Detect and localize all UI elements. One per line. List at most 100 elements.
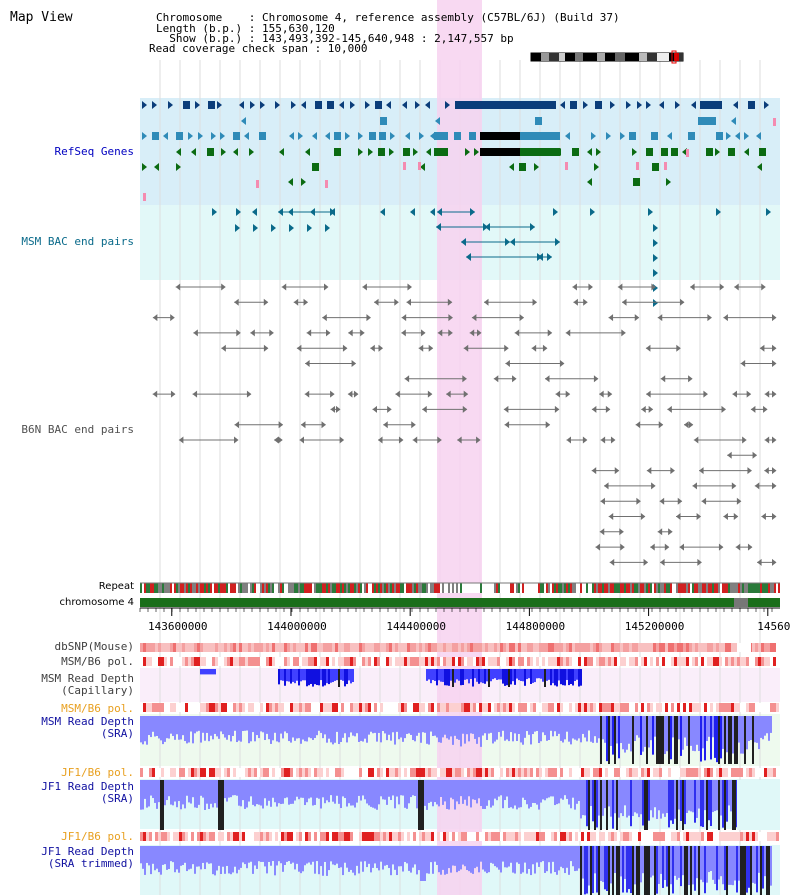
refseq-gene-marker[interactable] bbox=[339, 101, 344, 109]
b6n-bac-end[interactable] bbox=[406, 298, 412, 306]
b6n-bac-end[interactable] bbox=[418, 344, 424, 352]
b6n-bac-end[interactable] bbox=[693, 436, 699, 444]
b6n-bac-end[interactable] bbox=[469, 329, 475, 337]
b6n-bac-end[interactable] bbox=[324, 283, 329, 291]
b6n-bac-end[interactable] bbox=[622, 298, 627, 306]
refseq-gene-marker[interactable] bbox=[163, 132, 168, 140]
refseq-gene-marker[interactable] bbox=[176, 148, 181, 156]
b6n-bac-end[interactable] bbox=[658, 421, 664, 429]
b6n-bac-end[interactable] bbox=[747, 543, 753, 551]
b6n-bac-end[interactable] bbox=[701, 497, 707, 505]
b6n-bac-end[interactable] bbox=[532, 298, 538, 306]
refseq-gene-marker[interactable] bbox=[291, 101, 296, 109]
b6n-bac-end[interactable] bbox=[747, 467, 752, 475]
refseq-gene-marker[interactable] bbox=[350, 101, 355, 109]
msm-bac-end[interactable] bbox=[271, 224, 276, 232]
refseq-gene-marker[interactable] bbox=[420, 163, 425, 171]
b6n-bac-end[interactable] bbox=[152, 314, 158, 322]
b6n-bac-end[interactable] bbox=[736, 497, 742, 505]
refseq-gene-marker[interactable] bbox=[756, 132, 761, 140]
b6n-bac-end[interactable] bbox=[360, 329, 365, 337]
b6n-bac-end[interactable] bbox=[236, 329, 241, 337]
b6n-bac-end[interactable] bbox=[772, 482, 777, 490]
b6n-bac-end[interactable] bbox=[608, 513, 614, 520]
b6n-bac-end[interactable] bbox=[463, 344, 469, 352]
b6n-bac-end[interactable] bbox=[278, 421, 284, 429]
refseq-gene-marker[interactable] bbox=[220, 132, 225, 140]
b6n-bac-end[interactable] bbox=[374, 298, 379, 306]
b6n-bac-end[interactable] bbox=[742, 436, 747, 444]
b6n-bac-end[interactable] bbox=[727, 451, 732, 459]
refseq-gene-marker[interactable] bbox=[606, 132, 611, 140]
b6n-bac-end[interactable] bbox=[688, 375, 693, 383]
refseq-gene-marker[interactable] bbox=[241, 117, 246, 125]
b6n-bac-end[interactable] bbox=[555, 390, 561, 398]
b6n-bac-end[interactable] bbox=[448, 329, 453, 337]
track-label-dbsnp[interactable]: dbSNP(Mouse) bbox=[54, 640, 134, 653]
b6n-bac-end[interactable] bbox=[595, 543, 600, 551]
b6n-bac-end[interactable] bbox=[296, 344, 302, 352]
refseq-gene-marker[interactable] bbox=[402, 101, 407, 109]
b6n-bac-end[interactable] bbox=[731, 482, 737, 490]
refseq-gene-marker[interactable] bbox=[288, 178, 293, 186]
b6n-bac-end[interactable] bbox=[326, 329, 331, 337]
refseq-gene-marker[interactable] bbox=[560, 101, 565, 109]
b6n-bac-end[interactable] bbox=[348, 329, 353, 337]
refseq-gene-marker[interactable] bbox=[405, 132, 410, 140]
b6n-bac-end[interactable] bbox=[605, 405, 611, 413]
b6n-bac-end[interactable] bbox=[463, 390, 469, 398]
refseq-gene-marker[interactable] bbox=[301, 178, 306, 186]
b6n-bac-end[interactable] bbox=[645, 344, 651, 352]
track-label-msm-bac[interactable]: MSM BAC end pairs bbox=[21, 235, 134, 248]
b6n-bac-end[interactable] bbox=[688, 421, 694, 429]
msm-bac-end[interactable] bbox=[410, 208, 415, 216]
refseq-gene-marker[interactable] bbox=[368, 148, 373, 156]
b6n-bac-end[interactable] bbox=[646, 390, 651, 398]
b6n-bac-end[interactable] bbox=[696, 513, 702, 520]
refseq-gene-marker[interactable] bbox=[594, 163, 599, 171]
b6n-bac-end[interactable] bbox=[412, 436, 418, 444]
b6n-bac-end[interactable] bbox=[750, 405, 756, 413]
msm-bac-end[interactable] bbox=[437, 208, 442, 216]
b6n-bac-end[interactable] bbox=[620, 543, 625, 551]
b6n-bac-end[interactable] bbox=[604, 482, 609, 490]
msm-bac-end[interactable] bbox=[590, 208, 595, 216]
b6n-bac-end[interactable] bbox=[599, 528, 605, 536]
b6n-bac-end[interactable] bbox=[398, 436, 404, 444]
b6n-bac-end[interactable] bbox=[422, 405, 427, 413]
refseq-gene-marker[interactable] bbox=[211, 132, 216, 140]
msm-bac-end[interactable] bbox=[766, 208, 771, 216]
track-label-jf1-b6-pol-2[interactable]: JF1/B6 pol. bbox=[61, 830, 134, 843]
msm-bac-end[interactable] bbox=[325, 224, 330, 232]
refseq-gene-marker[interactable] bbox=[731, 117, 736, 125]
b6n-bac-end[interactable] bbox=[752, 451, 758, 459]
refseq-gene-marker[interactable] bbox=[260, 101, 265, 109]
b6n-bac-end[interactable] bbox=[690, 283, 695, 291]
refseq-gene-marker[interactable] bbox=[534, 163, 539, 171]
b6n-bac-end[interactable] bbox=[566, 436, 572, 444]
refseq-gene-marker[interactable] bbox=[305, 148, 310, 156]
b6n-bac-end[interactable] bbox=[641, 405, 646, 413]
b6n-bac-end[interactable] bbox=[772, 558, 777, 566]
b6n-bac-end[interactable] bbox=[761, 513, 766, 520]
b6n-bac-end[interactable] bbox=[395, 390, 400, 398]
b6n-bac-end[interactable] bbox=[600, 497, 605, 505]
b6n-bac-end[interactable] bbox=[366, 314, 371, 322]
refseq-gene-marker[interactable] bbox=[279, 148, 284, 156]
b6n-bac-end[interactable] bbox=[372, 405, 378, 413]
b6n-bac-end[interactable] bbox=[764, 467, 769, 475]
b6n-bac-end[interactable] bbox=[447, 298, 453, 306]
b6n-bac-end[interactable] bbox=[421, 329, 426, 337]
b6n-bac-end[interactable] bbox=[591, 405, 597, 413]
refseq-gene-marker[interactable] bbox=[435, 117, 440, 125]
refseq-gene-marker[interactable] bbox=[474, 148, 479, 156]
b6n-bac-end[interactable] bbox=[269, 329, 274, 337]
b6n-bac-end[interactable] bbox=[772, 513, 777, 520]
b6n-bac-end[interactable] bbox=[542, 344, 548, 352]
b6n-bac-end[interactable] bbox=[221, 283, 226, 291]
b6n-bac-end[interactable] bbox=[544, 375, 550, 383]
refseq-gene-marker[interactable] bbox=[198, 132, 203, 140]
b6n-bac-end[interactable] bbox=[733, 513, 739, 520]
b6n-bac-end[interactable] bbox=[684, 421, 689, 429]
b6n-bac-end[interactable] bbox=[588, 283, 593, 291]
